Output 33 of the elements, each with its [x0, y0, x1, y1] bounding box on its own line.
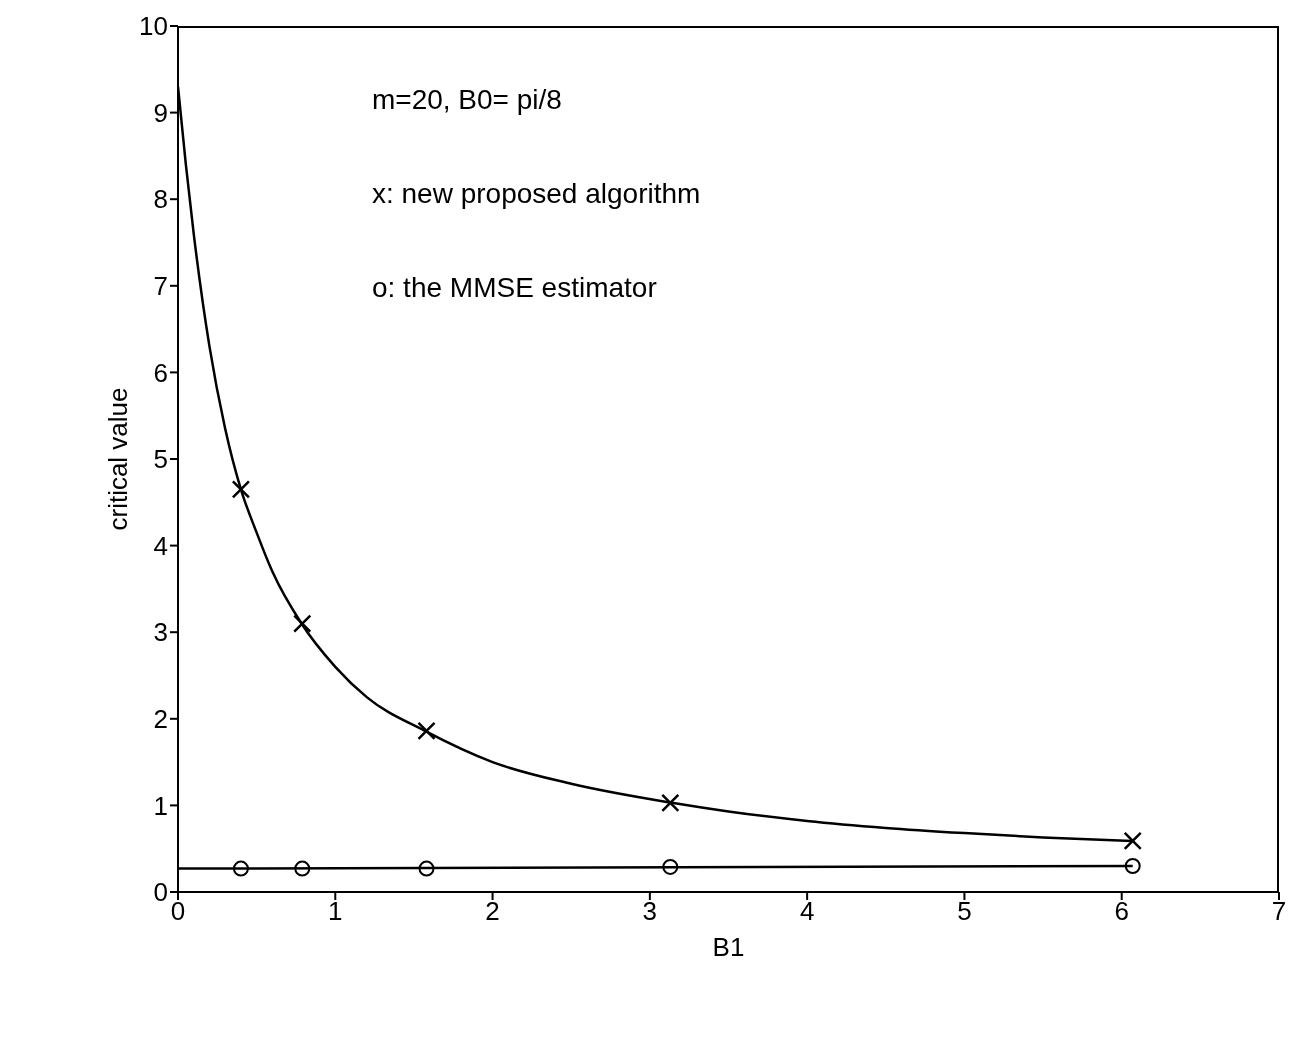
point [662, 858, 679, 875]
annotation: o: the MMSE estimator [371, 272, 657, 304]
point [661, 793, 680, 813]
annotation: x: new proposed algorithm [371, 178, 701, 210]
y-tick-label: 7 [153, 271, 168, 302]
x-tick-label: 4 [799, 896, 815, 927]
x-tick-label: 1 [328, 896, 343, 927]
y-axis-title: critical value [103, 387, 134, 531]
x-tick-label: 5 [957, 896, 972, 927]
point [417, 721, 436, 741]
y-tick-label: 1 [153, 790, 168, 821]
y-tick-label: 0 [153, 877, 168, 908]
x-tick-label: 3 [642, 896, 658, 927]
point [232, 860, 249, 877]
y-tick-label: 6 [153, 357, 168, 388]
y-tick-label: 8 [153, 184, 168, 215]
point [418, 860, 435, 877]
y-tick-label: 10 [139, 11, 168, 42]
y-tick-label: 2 [153, 704, 168, 735]
y-tick-label: 5 [153, 444, 168, 475]
y-tick-label: 4 [153, 530, 168, 561]
point [231, 480, 251, 499]
x-tick-label: 7 [1271, 896, 1287, 927]
point [1123, 831, 1142, 851]
point [1124, 858, 1141, 875]
x-tick-label: 6 [1114, 896, 1129, 927]
x-tick-label: 2 [485, 896, 500, 927]
y-tick-label: 9 [153, 97, 168, 128]
x-axis-title: B1 [712, 932, 745, 962]
point [294, 860, 311, 877]
point [293, 614, 312, 633]
annotation: m=20, B0= pi/8 [371, 84, 562, 116]
y-tick-label: 3 [153, 617, 168, 648]
